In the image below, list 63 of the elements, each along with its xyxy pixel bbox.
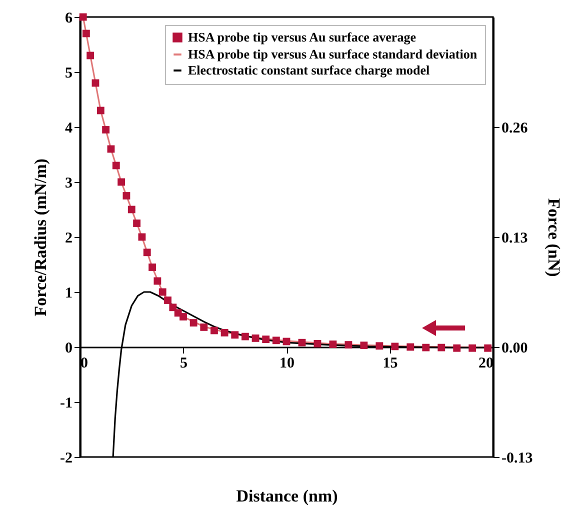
point	[138, 233, 146, 241]
point	[438, 344, 446, 352]
point	[344, 341, 352, 349]
point	[112, 162, 120, 170]
point	[143, 248, 151, 256]
y2-axis-title: Force (nN)	[544, 198, 564, 277]
point	[169, 304, 177, 312]
point	[122, 192, 130, 200]
y2-tick-label: 0.13	[502, 230, 528, 246]
point	[102, 126, 110, 134]
point	[200, 323, 208, 331]
x-tick-label: 15	[382, 356, 398, 372]
y-tick-label: 3	[65, 176, 72, 192]
y-tick-label: 6	[65, 10, 73, 26]
y-tick-label: 0	[65, 340, 72, 356]
point	[128, 206, 136, 214]
x-axis-title: Distance (nm)	[236, 486, 338, 506]
point	[314, 340, 322, 348]
point	[262, 336, 270, 344]
x-tick-label: 10	[280, 356, 294, 372]
x-tick-label: 5	[180, 356, 188, 372]
y-tick-label: -1	[60, 396, 72, 412]
x-tick-label: 20	[478, 356, 494, 372]
y-tick-label: 1	[65, 286, 72, 302]
y-tick-label: 2	[65, 230, 72, 246]
point	[180, 313, 187, 320]
point	[190, 319, 198, 327]
point	[154, 277, 162, 285]
point	[422, 344, 430, 352]
point	[453, 344, 461, 352]
point	[210, 326, 218, 334]
point	[158, 288, 166, 296]
point	[164, 296, 172, 304]
point	[272, 336, 280, 344]
point	[468, 344, 476, 352]
y2-tick-label: 0.26	[502, 120, 528, 136]
y-axis-title: Force/Radius (mN/m)	[31, 158, 50, 316]
y-tick-label: 4	[65, 120, 73, 136]
point	[79, 13, 87, 21]
y-tick-label: 5	[65, 66, 72, 82]
y2-tick-label: 0.00	[502, 340, 528, 356]
point	[360, 342, 368, 350]
point	[96, 106, 104, 114]
legend-label: HSA probe tip versus Au surface average	[188, 30, 416, 44]
point	[329, 340, 337, 348]
point	[406, 343, 414, 351]
point	[148, 264, 156, 271]
y2-tick-label: -0.13	[502, 450, 533, 466]
point	[252, 334, 260, 342]
point	[484, 344, 492, 352]
point	[391, 342, 399, 350]
point	[376, 342, 384, 350]
point	[82, 30, 90, 38]
point	[133, 220, 140, 227]
point	[231, 331, 239, 339]
y-tick-label: -2	[60, 450, 72, 466]
point	[241, 332, 249, 340]
point	[118, 178, 126, 186]
point	[220, 328, 228, 336]
point	[298, 338, 306, 346]
legend-label: HSA probe tip versus Au surface standard deviation	[188, 46, 478, 62]
point	[86, 52, 94, 60]
legend-label: Electrostatic constant surface charge model	[188, 62, 430, 78]
